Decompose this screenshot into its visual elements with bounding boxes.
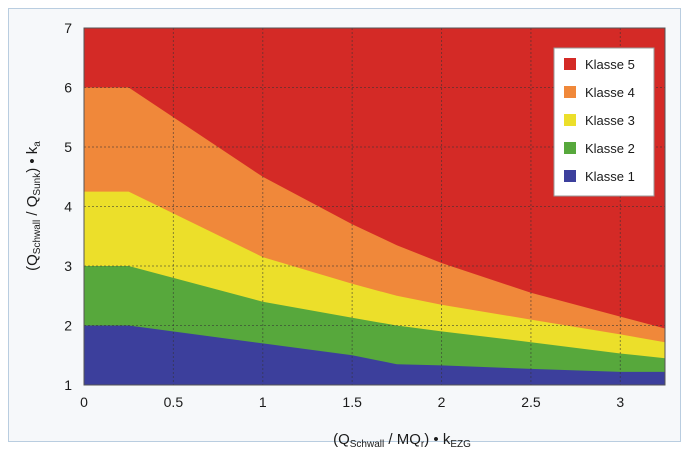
y-tick-labels: 1 2 3 4 5 6 7: [64, 20, 72, 393]
plot-border: [83, 27, 666, 386]
legend-label-klasse-1: Klasse 1: [585, 169, 635, 184]
legend-swatch-klasse-4: [564, 86, 576, 98]
y-axis-label: (QSchwall / QSunk) • ka: [24, 141, 43, 271]
x-tick-label: 0.5: [164, 394, 184, 410]
x-tick-labels: 0 0.5 1 1.5 2 2.5 3: [80, 394, 624, 410]
x-tick-label: 1: [259, 394, 267, 410]
y-tick-label: 5: [64, 139, 72, 155]
legend-swatch-klasse-1: [564, 170, 576, 182]
legend: Klasse 5 Klasse 4 Klasse 3 Klasse 2 Klasse 1: [553, 47, 655, 197]
legend-label-klasse-3: Klasse 3: [585, 113, 635, 128]
y-tick-label: 4: [64, 199, 72, 215]
x-tick-label: 3: [616, 394, 624, 410]
x-tick-label: 1.5: [342, 394, 362, 410]
legend-label-klasse-4: Klasse 4: [585, 85, 635, 100]
y-tick-label: 3: [64, 258, 72, 274]
y-tick-label: 7: [64, 20, 72, 36]
legend-label-klasse-2: Klasse 2: [585, 141, 635, 156]
area-klasse-1: [84, 325, 665, 385]
y-tick-label: 2: [64, 318, 72, 334]
x-axis-label: (QSchwall / MQr) • kEZG: [333, 431, 471, 450]
y-tick-label: 6: [64, 80, 72, 96]
legend-label-klasse-5: Klasse 5: [585, 57, 635, 72]
y-tick-label: 1: [64, 377, 72, 393]
legend-swatch-klasse-3: [564, 114, 576, 126]
legend-swatch-klasse-2: [564, 142, 576, 154]
x-tick-label: 0: [80, 394, 88, 410]
legend-swatch-klasse-5: [564, 58, 576, 70]
x-tick-label: 2.5: [521, 394, 541, 410]
x-tick-label: 2: [438, 394, 446, 410]
